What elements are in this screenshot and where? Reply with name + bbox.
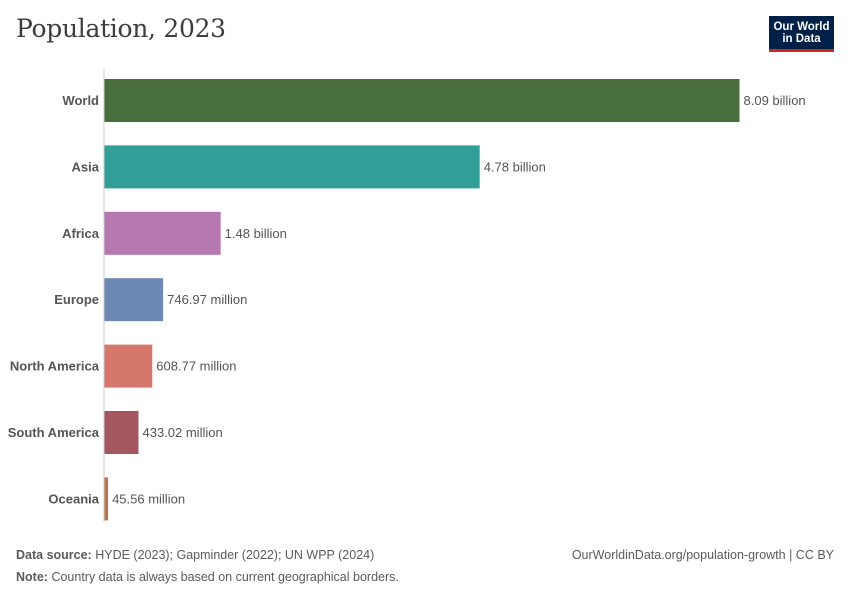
bar-north-america[interactable]: [104, 344, 153, 388]
category-label-north-america: North America: [10, 359, 100, 374]
chart-title: Population, 2023: [16, 14, 226, 43]
bar-south-america[interactable]: [104, 411, 139, 454]
value-label-europe: 746.97 million: [167, 292, 247, 307]
category-label-oceania: Oceania: [48, 491, 99, 506]
owid-logo[interactable]: Our World in Data: [769, 16, 834, 52]
value-label-world: 8.09 billion: [744, 93, 806, 108]
bar-world[interactable]: [104, 79, 740, 122]
value-label-south-america: 433.02 million: [142, 425, 222, 440]
source-text: HYDE (2023); Gapminder (2022); UN WPP (2…: [95, 548, 375, 562]
bar-chart: World 8.09 billion Asia 4.78 billion Africa 1…: [8, 68, 806, 522]
footer-source-row: Data source: HYDE (2023); Gapminder (202…: [16, 548, 834, 562]
value-label-africa: 1.48 billion: [225, 226, 287, 241]
category-label-south-america: South America: [8, 425, 100, 440]
bars-group: World 8.09 billion Asia 4.78 billion Africa 1…: [8, 79, 806, 521]
footer-note-row: Note: Country data is always based on cu…: [16, 570, 834, 584]
logo-line-1: Our World: [773, 20, 830, 33]
bar-oceania[interactable]: [104, 477, 109, 521]
bar-europe[interactable]: [104, 278, 164, 322]
category-label-europe: Europe: [54, 292, 99, 307]
note-text: Country data is always based on current …: [51, 570, 399, 584]
source-label: Data source:: [16, 548, 92, 562]
note-label: Note:: [16, 570, 48, 584]
logo-line-2: in Data: [782, 32, 821, 45]
value-label-north-america: 608.77 million: [156, 359, 236, 374]
category-label-asia: Asia: [72, 159, 100, 174]
bar-asia[interactable]: [104, 145, 480, 189]
category-label-africa: Africa: [62, 226, 100, 241]
category-label-world: World: [62, 93, 99, 108]
source-link[interactable]: OurWorldinData.org/population-growth | C…: [571, 548, 834, 562]
bar-africa[interactable]: [104, 211, 221, 255]
value-label-asia: 4.78 billion: [484, 159, 546, 174]
value-label-oceania: 45.56 million: [112, 491, 185, 506]
